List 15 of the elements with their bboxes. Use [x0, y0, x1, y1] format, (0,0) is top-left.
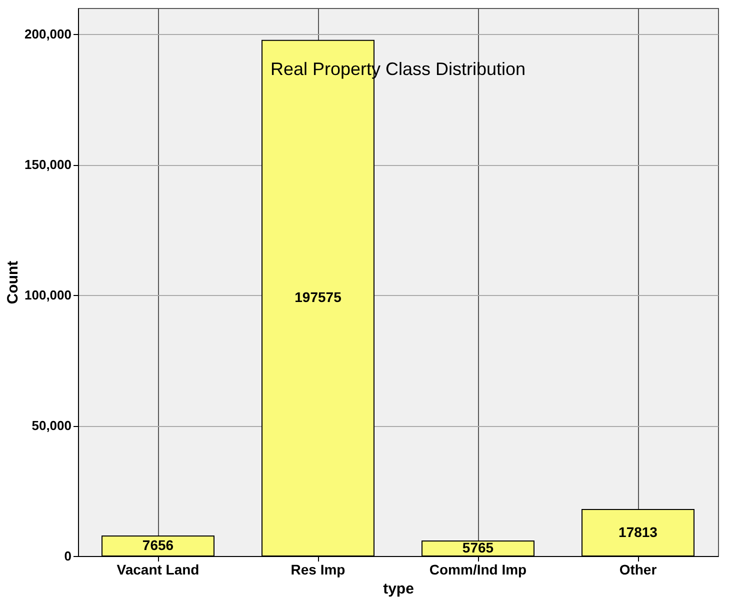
data-label: 17813: [618, 524, 658, 540]
x-tick-label: Other: [619, 562, 658, 578]
y-tick-label: 150,000: [24, 157, 72, 172]
y-axis-title: Count: [4, 260, 22, 304]
x-tick-label: Comm/Ind Imp: [429, 562, 527, 578]
y-tick-label: 0: [64, 548, 72, 564]
data-label: 197575: [294, 289, 342, 306]
x-axis-title: type: [383, 580, 414, 598]
x-tick-label: Res Imp: [290, 562, 346, 578]
y-tick-label: 100,000: [24, 288, 72, 303]
x-tick-label: Vacant Land: [116, 562, 200, 578]
y-tick-label: 50,000: [32, 418, 72, 434]
data-label: 5765: [462, 539, 494, 556]
data-label: 7656: [142, 537, 174, 554]
y-tick-label: 200,000: [24, 26, 72, 42]
